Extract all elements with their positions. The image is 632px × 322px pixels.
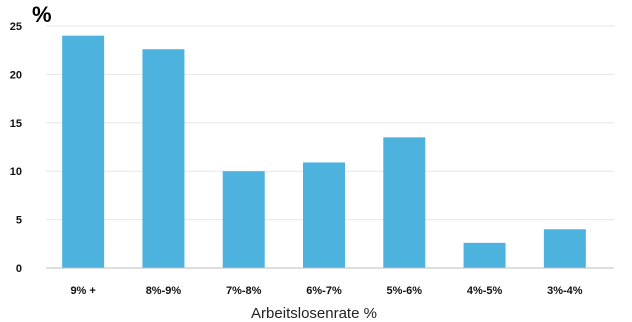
- bar-6: [543, 229, 586, 268]
- y-tick-labels: 0 5 10 15 20 25: [10, 21, 22, 275]
- x-tick-label: 8%-9%: [146, 285, 182, 297]
- x-tick-label: 4%-5%: [467, 285, 503, 297]
- bar-5: [463, 242, 506, 268]
- x-tick-label: 5%-6%: [387, 285, 423, 297]
- y-tick-label: 25: [10, 21, 22, 33]
- bar-3: [303, 162, 345, 268]
- x-tick-label: 7%-8%: [226, 285, 262, 297]
- x-tick-labels: 9% + 8%-9% 7%-8% 6%-7% 5%-6% 4%-5% 3%-4%: [70, 285, 582, 297]
- bars: [62, 35, 586, 269]
- x-tick-label: 3%-4%: [547, 285, 583, 297]
- bar-1: [142, 49, 185, 269]
- bar-4: [383, 137, 426, 268]
- x-tick-label: 6%-7%: [306, 285, 342, 297]
- bar-2: [222, 171, 265, 268]
- x-tick-label: 9% +: [70, 285, 95, 297]
- y-tick-label: 10: [10, 166, 22, 178]
- bar-0: [62, 35, 105, 269]
- y-tick-label: 20: [10, 69, 22, 81]
- y-tick-label: 5: [16, 215, 22, 227]
- y-tick-label: 15: [10, 118, 22, 130]
- y-unit-label: %: [32, 2, 52, 27]
- x-axis-title: Arbeitslosenrate %: [251, 305, 377, 322]
- y-tick-label: 0: [16, 263, 22, 275]
